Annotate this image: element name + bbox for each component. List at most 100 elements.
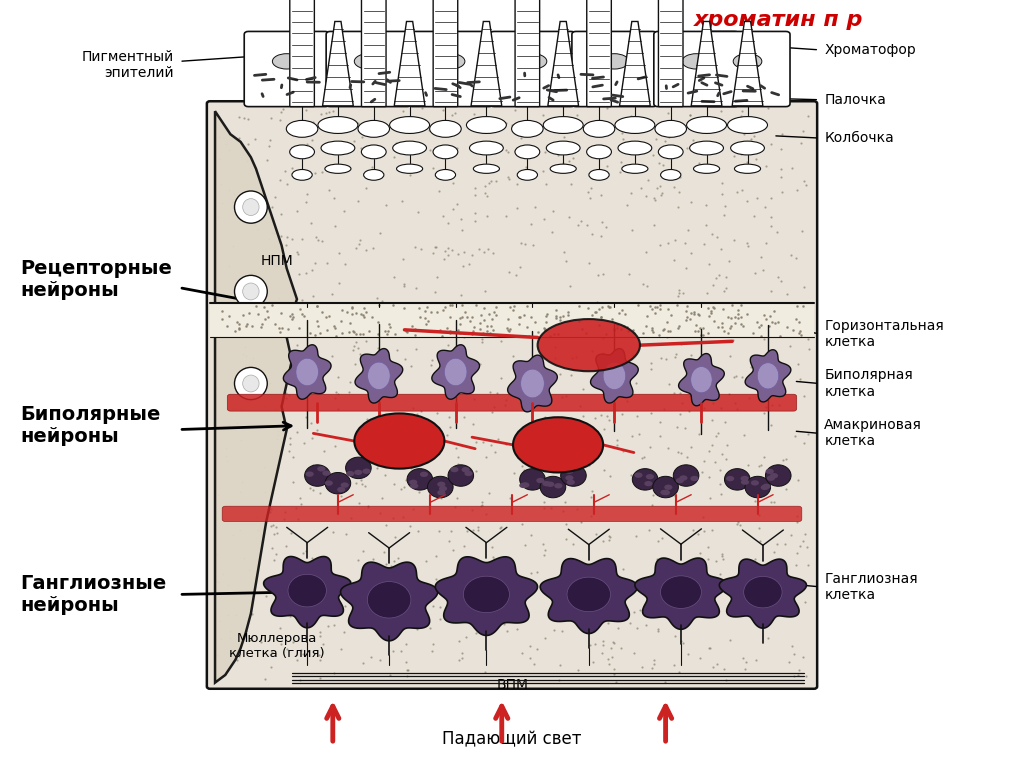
Point <box>578 328 594 340</box>
Point <box>501 325 517 337</box>
Point <box>502 323 518 335</box>
Point <box>716 324 732 337</box>
Ellipse shape <box>234 191 267 223</box>
Point <box>261 505 278 518</box>
Point <box>793 329 809 341</box>
Point <box>399 326 416 338</box>
Point <box>673 635 689 647</box>
Point <box>763 495 779 508</box>
Point <box>589 295 605 308</box>
Point <box>463 142 479 154</box>
Point <box>693 466 710 478</box>
Point <box>257 400 273 412</box>
Point <box>260 232 276 245</box>
Point <box>593 230 609 242</box>
Point <box>796 281 812 293</box>
Point <box>622 617 638 630</box>
Point <box>699 302 716 314</box>
FancyBboxPatch shape <box>705 31 791 107</box>
Point <box>248 511 264 523</box>
Point <box>214 305 230 318</box>
Point <box>365 242 381 254</box>
Point <box>652 591 669 603</box>
Point <box>467 182 483 194</box>
Ellipse shape <box>741 479 750 485</box>
Point <box>525 239 542 252</box>
Point <box>278 239 294 252</box>
Point <box>374 377 390 390</box>
Point <box>732 148 749 160</box>
Point <box>452 373 468 385</box>
Point <box>563 590 580 602</box>
Point <box>720 311 736 323</box>
Point <box>309 315 326 328</box>
Point <box>604 599 621 611</box>
Point <box>484 572 501 584</box>
Point <box>473 311 489 323</box>
Point <box>564 561 581 574</box>
Point <box>386 478 402 490</box>
Point <box>429 305 445 318</box>
Point <box>781 340 798 352</box>
Point <box>648 299 665 311</box>
Ellipse shape <box>435 170 456 180</box>
Text: Хроматофор: Хроматофор <box>824 43 916 57</box>
FancyBboxPatch shape <box>245 31 330 107</box>
Point <box>742 574 759 587</box>
Point <box>279 232 295 244</box>
Point <box>791 663 807 676</box>
Point <box>701 445 718 457</box>
Point <box>231 650 248 663</box>
Point <box>512 308 528 320</box>
Point <box>614 445 631 457</box>
Point <box>468 298 484 311</box>
Ellipse shape <box>465 471 473 476</box>
Point <box>708 430 724 443</box>
Point <box>352 435 369 447</box>
Point <box>604 651 621 663</box>
Point <box>310 320 327 332</box>
Point <box>681 405 697 417</box>
Point <box>382 669 398 681</box>
Point <box>547 584 563 596</box>
Point <box>597 568 613 580</box>
Point <box>396 302 413 314</box>
Point <box>479 242 496 255</box>
Point <box>721 255 737 267</box>
Point <box>753 251 769 263</box>
Polygon shape <box>394 21 425 106</box>
Point <box>443 109 460 121</box>
Point <box>396 278 413 290</box>
Point <box>559 575 575 588</box>
Point <box>628 377 644 390</box>
Point <box>560 308 577 321</box>
Point <box>438 322 455 334</box>
Point <box>494 521 510 533</box>
Point <box>528 643 545 655</box>
Point <box>207 389 223 401</box>
Point <box>359 501 376 513</box>
Point <box>662 131 678 143</box>
Point <box>456 246 472 258</box>
Point <box>499 438 515 450</box>
Point <box>683 196 699 208</box>
Point <box>727 397 743 409</box>
Point <box>739 236 756 249</box>
Point <box>327 604 343 616</box>
Point <box>287 362 303 374</box>
Point <box>481 386 498 398</box>
Point <box>706 302 722 314</box>
Ellipse shape <box>354 54 383 69</box>
Point <box>266 191 283 203</box>
Ellipse shape <box>546 482 554 487</box>
Point <box>290 142 306 154</box>
Point <box>643 407 659 420</box>
Point <box>682 109 698 121</box>
Point <box>646 658 663 670</box>
Point <box>434 304 451 316</box>
Point <box>674 611 690 623</box>
Point <box>484 407 501 419</box>
Point <box>434 104 451 117</box>
Point <box>327 439 343 452</box>
Point <box>227 324 244 337</box>
